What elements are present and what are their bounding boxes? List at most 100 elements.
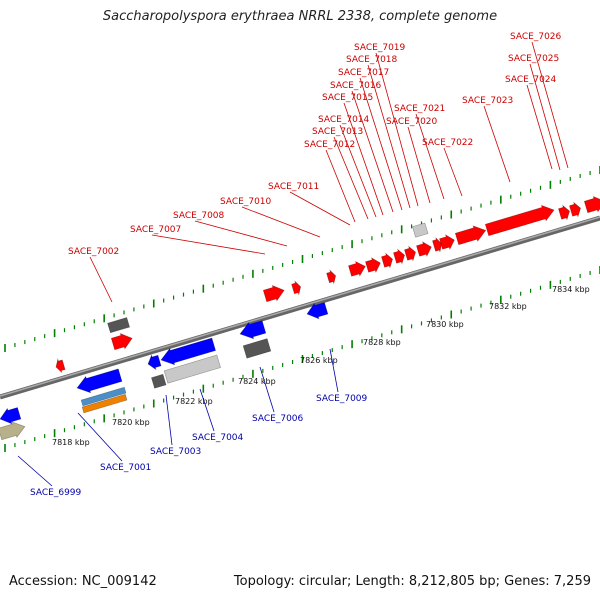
forward-gene <box>291 280 301 296</box>
label-leader <box>367 64 411 209</box>
forward-gene <box>262 284 285 303</box>
scale-label: 7820 kbp <box>112 418 150 427</box>
forward-gene <box>484 204 555 237</box>
forward-gene-label: SACE_7008 <box>173 211 225 221</box>
forward-gene <box>348 260 366 277</box>
forward-gene-label: SACE_7026 <box>510 32 562 42</box>
accession-text: Accession: NC_009142 <box>9 574 157 589</box>
reverse-gene <box>147 354 162 371</box>
label-leader <box>351 90 394 213</box>
label-leader <box>325 149 356 223</box>
forward-gene-label: SACE_7015 <box>322 93 373 103</box>
forward-gene-label: SACE_7012 <box>304 140 355 150</box>
forward-gene-label: SACE_7018 <box>346 55 398 65</box>
reverse-gene-label: SACE_6999 <box>30 488 82 498</box>
label-leader <box>443 147 463 197</box>
scale-label: 7832 kbp <box>489 302 527 311</box>
forward-gene <box>432 237 442 253</box>
rna-gene <box>107 317 130 334</box>
reverse-gene <box>76 368 123 394</box>
label-leader <box>529 63 561 171</box>
reverse-gene <box>239 320 267 340</box>
forward-gene-label: SACE_7007 <box>130 225 181 235</box>
forward-gene-label: SACE_7023 <box>462 96 513 106</box>
tick-tracks <box>4 166 600 452</box>
label-leader <box>165 394 173 446</box>
forward-gene-label: SACE_7016 <box>330 81 382 91</box>
label-leader <box>199 388 215 432</box>
forward-gene <box>558 204 570 221</box>
gene-features <box>0 195 600 441</box>
reverse-gene-label: SACE_7001 <box>100 463 151 473</box>
label-leader <box>194 220 288 247</box>
label-leader <box>151 234 266 255</box>
map-title: Saccharopolyspora erythraea NRRL 2338, c… <box>102 9 498 24</box>
forward-gene <box>583 195 600 214</box>
forward-gene <box>404 245 416 262</box>
scale-label: 7824 kbp <box>238 377 276 386</box>
forward-gene-label: SACE_7014 <box>318 115 370 125</box>
label-leader <box>89 256 113 303</box>
label-leader <box>259 366 275 413</box>
misc-feature <box>81 393 128 414</box>
reverse-gene <box>160 337 216 366</box>
forward-gene-label: SACE_7010 <box>220 197 272 207</box>
label-leader <box>289 191 351 226</box>
forward-gene-label: SACE_7022 <box>422 138 473 148</box>
topology-text: Topology: circular; Length: 8,212,805 bp… <box>233 574 591 589</box>
label-leader <box>329 348 339 393</box>
label-leader <box>339 124 377 218</box>
scale-label: 7822 kbp <box>175 397 213 406</box>
label-leader <box>415 113 445 200</box>
forward-gene <box>365 257 381 274</box>
scale-label: 7834 kbp <box>552 285 590 294</box>
label-leaders <box>17 41 569 487</box>
forward-gene-label: SACE_7013 <box>312 127 363 137</box>
rna-gene <box>242 338 272 359</box>
pseudo-gene <box>163 354 221 384</box>
reverse-gene-label: SACE_7004 <box>192 433 244 443</box>
forward-gene-label: SACE_7020 <box>386 117 438 127</box>
label-leader <box>241 206 321 238</box>
scale-label: 7830 kbp <box>426 320 464 329</box>
rna-gene <box>151 373 167 389</box>
forward-gene <box>454 225 487 246</box>
reverse-gene <box>306 302 329 320</box>
forward-gene-label: SACE_7019 <box>354 43 406 53</box>
label-leader <box>17 455 53 487</box>
reverse-gene-label: SACE_7003 <box>150 447 201 457</box>
genome-axis <box>0 215 600 400</box>
label-leader <box>343 102 384 216</box>
forward-gene <box>110 332 133 351</box>
misc-feature <box>80 386 127 407</box>
label-leader <box>531 41 569 169</box>
label-leader <box>407 126 431 204</box>
label-leader <box>526 84 553 170</box>
forward-gene <box>416 241 432 258</box>
label-leader <box>333 136 369 220</box>
reverse-gene-label: SACE_7006 <box>252 414 304 424</box>
forward-gene-label: SACE_7017 <box>338 68 389 78</box>
forward-gene <box>381 252 393 269</box>
label-leader <box>359 77 403 211</box>
reverse-gene-label: SACE_7009 <box>316 394 368 404</box>
forward-gene <box>393 248 405 265</box>
label-leader <box>483 105 511 183</box>
scale-label: 7826 kbp <box>300 356 338 365</box>
forward-gene-label: SACE_7011 <box>268 182 319 192</box>
forward-gene-label: SACE_7021 <box>394 104 445 114</box>
reverse-gene <box>0 407 22 425</box>
forward-gene <box>439 234 455 251</box>
forward-gene <box>326 269 336 285</box>
forward-gene <box>569 201 581 218</box>
misc-feature <box>0 421 26 441</box>
forward-gene <box>55 357 66 374</box>
forward-gene-label: SACE_7025 <box>508 54 559 64</box>
forward-gene-label: SACE_7024 <box>505 75 557 85</box>
pseudo-gene <box>412 222 429 238</box>
scale-label: 7828 kbp <box>363 338 401 347</box>
label-leader <box>77 412 123 462</box>
forward-gene-label: SACE_7002 <box>68 247 119 257</box>
label-leader <box>375 52 419 207</box>
